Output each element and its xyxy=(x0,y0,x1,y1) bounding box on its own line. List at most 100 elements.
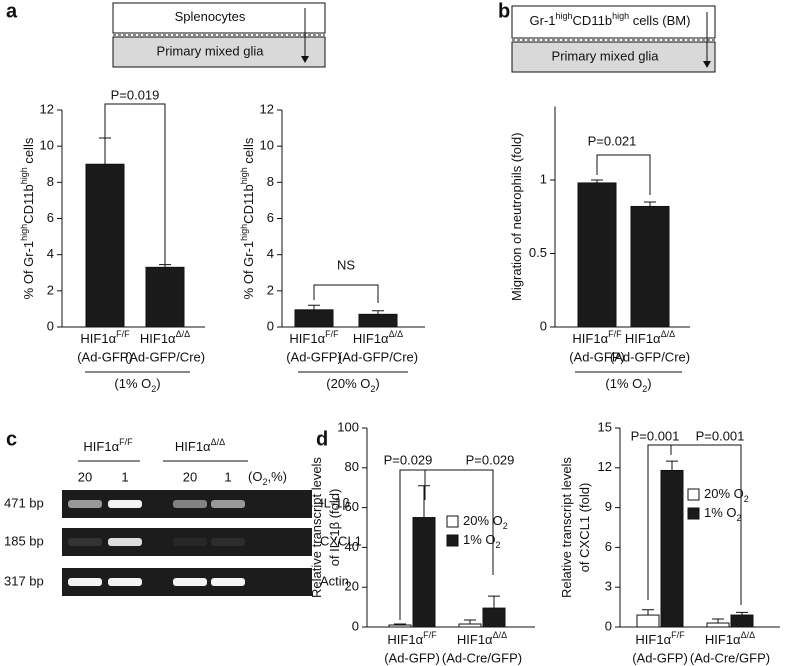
gel-band xyxy=(68,578,102,586)
text-part: F/F xyxy=(116,329,130,339)
bar xyxy=(85,163,125,328)
text-part: HIF1α xyxy=(572,331,608,346)
y-tick-label: 2 xyxy=(267,282,274,297)
bar xyxy=(145,266,185,328)
y-tick-label: 0 xyxy=(540,318,547,333)
text-part: 20% O xyxy=(704,486,744,501)
arrow-head xyxy=(301,56,309,63)
gel-group-label: HIF1αF/F xyxy=(83,437,133,454)
x-tick-sublabel: (Ad-GFP/Cre) xyxy=(125,349,205,364)
text-part: HIF1α xyxy=(635,632,671,647)
text-part: high xyxy=(612,11,629,21)
text-part: HIF1α xyxy=(353,331,389,346)
y-axis-label: Relative transcript levels xyxy=(559,457,574,598)
text-part: 2 xyxy=(496,540,501,550)
bar xyxy=(458,623,482,628)
gel-band xyxy=(211,538,245,546)
x-tick-label: HIF1αF/F xyxy=(572,329,622,346)
text-part: Relative transcript levels xyxy=(309,457,324,598)
text-part: of CXCL1 (fold) xyxy=(577,483,592,573)
bar xyxy=(636,614,660,628)
x-tick-sublabel: (Ad-GFP/Cre) xyxy=(338,349,418,364)
y-tick-label: 0 xyxy=(352,618,359,633)
text-part: (1% O xyxy=(605,376,642,391)
significance-bracket xyxy=(647,444,672,600)
text-part: HIF1α xyxy=(83,439,119,454)
x-tick-label: HIF1αΔ/Δ xyxy=(353,329,403,346)
text-part: % Of Gr-1 xyxy=(241,241,256,300)
x-tick-sublabel: (Ad-GFP) xyxy=(384,650,440,665)
error-bar xyxy=(666,460,678,471)
y-axis-label: Migration of neutrophils (fold) xyxy=(509,133,524,301)
bar xyxy=(294,309,334,328)
error-bar xyxy=(712,618,724,624)
text-part: F/F xyxy=(119,437,133,447)
y-tick-label: 12 xyxy=(40,101,54,116)
gel-group-label: HIF1αΔ/Δ xyxy=(175,437,225,454)
gene-label: Actin xyxy=(320,573,349,588)
error-bar xyxy=(99,137,111,165)
text-part: Migration of neutrophils (fold) xyxy=(509,133,524,301)
text-part: HIF1α xyxy=(625,331,661,346)
text-part: F/F xyxy=(608,329,622,339)
text-part: HIF1α xyxy=(387,632,423,647)
text-part: Relative transcript levels xyxy=(559,457,574,598)
diagram-top-label: Gr-1highCD11bhigh cells (BM) xyxy=(530,11,691,28)
text-part: (20% O xyxy=(326,376,370,391)
y-tick-label: 4 xyxy=(267,246,274,261)
y-tick-label: 12 xyxy=(598,459,612,474)
error-bar xyxy=(372,310,384,315)
error-bar xyxy=(418,485,430,518)
error-bar xyxy=(591,179,603,183)
significance-bracket xyxy=(104,103,166,265)
text-part: Δ/Δ xyxy=(389,329,404,339)
gel-band xyxy=(173,500,207,508)
text-part: Δ/Δ xyxy=(661,329,676,339)
x-tick-label: HIF1αΔ/Δ xyxy=(705,630,755,647)
y-tick-label: 6 xyxy=(605,539,612,554)
lane-label: 20 xyxy=(78,469,92,484)
y-tick-label: 12 xyxy=(260,101,274,116)
lane-label: 1 xyxy=(121,469,128,484)
legend-swatch xyxy=(687,507,700,520)
bar xyxy=(577,182,617,328)
x-tick-label: HIF1αF/F xyxy=(80,329,130,346)
y-axis-label: of IL-1β (fold) xyxy=(327,489,342,567)
annotation: P=0.019 xyxy=(111,87,160,102)
x-tick-sublabel: (Ad-Cre/GFP) xyxy=(442,650,522,665)
y-tick-label: 60 xyxy=(345,499,359,514)
legend-swatch xyxy=(687,488,700,501)
gene-label: CXCL1 xyxy=(320,533,362,548)
annotation: P=0.001 xyxy=(696,428,745,443)
bar xyxy=(388,624,412,628)
y-tick-label: 1 xyxy=(540,171,547,186)
annotation: P=0.001 xyxy=(631,428,680,443)
arrow-head xyxy=(703,61,711,68)
bar xyxy=(412,517,436,628)
text-part: 2 xyxy=(642,384,647,394)
y-axis-label: % Of Gr-1highCD11bhigh cells xyxy=(19,137,36,299)
text-part: CD11b xyxy=(573,13,613,28)
text-part: cells xyxy=(21,137,36,167)
text-part: F/F xyxy=(325,329,339,339)
significance-bracket xyxy=(313,284,379,303)
y-tick-label: 0.5 xyxy=(529,245,547,260)
diagram-bottom-label: Primary mixed glia xyxy=(552,48,660,63)
gel-band xyxy=(108,578,142,586)
y-tick-label: 15 xyxy=(598,419,612,434)
text-part: ) xyxy=(647,376,651,391)
panel-label: c xyxy=(6,428,17,450)
diagram-box xyxy=(511,41,716,73)
significance-bracket xyxy=(596,154,651,195)
x-tick-label: HIF1αF/F xyxy=(635,630,685,647)
y-tick-label: 100 xyxy=(337,419,359,434)
text-part: high xyxy=(556,11,573,21)
text-part: Δ/Δ xyxy=(176,329,191,339)
panel-label: a xyxy=(6,0,18,22)
y-tick-label: 9 xyxy=(605,499,612,514)
text-part: high xyxy=(19,224,29,241)
legend-label: 1% O2 xyxy=(704,505,742,523)
x-tick-sublabel: (Ad-GFP/Cre) xyxy=(610,349,690,364)
band-size: 317 bp xyxy=(4,573,44,588)
gel-band xyxy=(108,500,142,508)
